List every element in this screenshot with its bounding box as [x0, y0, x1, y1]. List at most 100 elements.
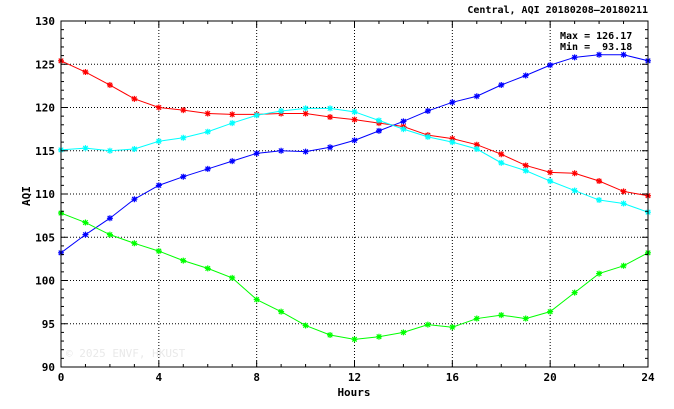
data-point: [596, 178, 603, 185]
data-point: [302, 148, 309, 155]
grid-layer: [61, 21, 648, 367]
data-point: [204, 165, 211, 172]
data-point: [155, 248, 162, 255]
data-point: [253, 112, 260, 119]
y-tick-label: 100: [35, 275, 55, 288]
data-point: [327, 331, 334, 338]
data-point: [547, 178, 554, 185]
y-tick-label: 115: [35, 145, 55, 158]
data-point: [229, 120, 236, 127]
y-tick-label: 120: [35, 102, 55, 115]
data-point: [155, 182, 162, 189]
data-point: [596, 51, 603, 58]
data-point: [180, 173, 187, 180]
data-point: [278, 308, 285, 315]
copyright-watermark: © 2025 ENVF, HKUST: [66, 347, 186, 360]
data-point: [106, 147, 113, 154]
data-point: [449, 139, 456, 146]
data-point: [547, 308, 554, 315]
data-point: [473, 141, 480, 148]
data-point: [155, 138, 162, 145]
data-point: [253, 150, 260, 157]
data-point: [131, 196, 138, 203]
data-point: [302, 110, 309, 117]
x-tick-label: 8: [253, 371, 260, 384]
data-point: [522, 162, 529, 169]
data-point: [278, 107, 285, 114]
data-point: [302, 105, 309, 112]
data-point: [131, 146, 138, 153]
data-point: [375, 117, 382, 124]
data-point: [180, 107, 187, 114]
y-tick-label: 95: [42, 318, 55, 331]
data-point: [449, 99, 456, 106]
data-point: [571, 289, 578, 296]
data-point: [596, 270, 603, 277]
data-point: [473, 146, 480, 153]
data-point: [522, 72, 529, 79]
x-tick-label: 24: [641, 371, 655, 384]
data-point: [229, 111, 236, 118]
data-point: [180, 257, 187, 264]
data-point: [400, 126, 407, 133]
data-point: [351, 336, 358, 343]
data-point: [106, 231, 113, 238]
data-point: [449, 135, 456, 142]
data-point: [596, 197, 603, 204]
x-tick-label: 20: [544, 371, 557, 384]
data-point: [522, 167, 529, 174]
data-point: [473, 93, 480, 100]
data-point: [327, 105, 334, 112]
data-point: [547, 62, 554, 69]
data-point: [547, 169, 554, 176]
data-point: [82, 145, 89, 152]
data-point: [424, 133, 431, 140]
y-tick-label: 110: [35, 188, 55, 201]
data-point: [498, 151, 505, 158]
data-point: [302, 322, 309, 329]
data-point: [449, 324, 456, 331]
data-point: [82, 219, 89, 226]
data-point: [204, 128, 211, 135]
data-point: [498, 159, 505, 166]
y-tick-label: 90: [42, 361, 55, 374]
data-point: [253, 296, 260, 303]
x-tick-label: 4: [156, 371, 163, 384]
data-point: [620, 188, 627, 195]
data-point: [351, 137, 358, 144]
data-point: [400, 329, 407, 336]
x-tick-label: 16: [446, 371, 460, 384]
data-point: [498, 82, 505, 89]
data-point: [571, 54, 578, 61]
data-point: [204, 110, 211, 117]
min-annotation: Min = 93.18: [560, 41, 632, 53]
data-point: [424, 321, 431, 328]
chart-title: Central, AQI 20180208–20180211: [467, 5, 648, 16]
data-point: [131, 240, 138, 247]
data-point: [327, 144, 334, 151]
series-layer: [58, 51, 651, 343]
x-tick-label: 12: [348, 371, 361, 384]
data-point: [473, 315, 480, 322]
max-annotation: Max = 126.17: [560, 31, 632, 42]
data-point: [620, 51, 627, 58]
data-point: [82, 69, 89, 76]
data-point: [620, 200, 627, 207]
tick-layer: 0 4 8 12 16 20 24 90 95 100 105 110 115 120 125 130: [35, 15, 655, 384]
data-point: [375, 333, 382, 340]
x-axis-title: Hours: [337, 386, 370, 399]
y-axis-title: AQI: [20, 186, 33, 206]
data-point: [571, 187, 578, 194]
data-point: [620, 262, 627, 269]
data-point: [82, 231, 89, 238]
data-point: [131, 95, 138, 102]
y-tick-label: 130: [35, 15, 55, 28]
x-tick-label: 0: [58, 371, 65, 384]
data-point: [375, 127, 382, 134]
data-point: [180, 134, 187, 141]
data-point: [155, 104, 162, 111]
data-point: [522, 315, 529, 322]
y-tick-label: 125: [35, 58, 55, 71]
data-point: [204, 265, 211, 272]
data-point: [571, 170, 578, 177]
